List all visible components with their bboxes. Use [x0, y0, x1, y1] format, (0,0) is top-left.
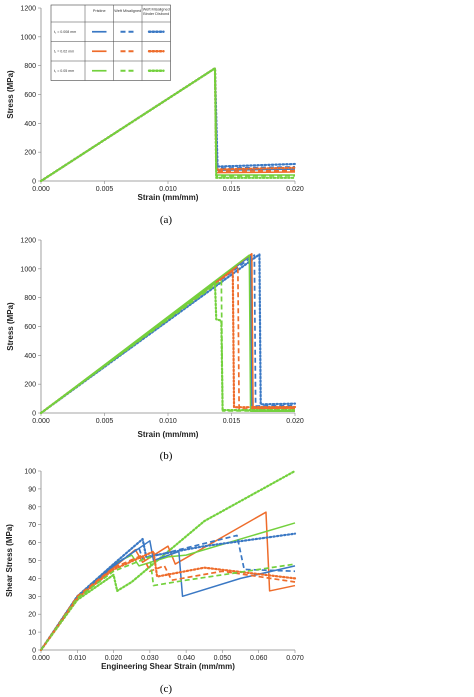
series-line-orange-solid — [40, 67, 296, 182]
legend-column-header: Weft Misaligned — [114, 9, 141, 13]
series-line-green-dashed — [40, 67, 296, 182]
x-tick-label: 0.020 — [286, 186, 304, 193]
x-tick-label: 0.010 — [159, 186, 177, 193]
y-tick-label: 30 — [28, 594, 36, 601]
series-line-green-dotted — [39, 282, 297, 415]
x-tick-label: 0.060 — [250, 655, 268, 662]
x-tick-label: 0.000 — [32, 418, 50, 425]
x-tick-label: 0.020 — [286, 418, 304, 425]
x-axis-title: Engineering Shear Strain (mm/mm) — [101, 662, 235, 671]
legend-column-header: Pristine — [93, 9, 106, 13]
series-line-blue-solid — [40, 67, 296, 182]
y-tick-label: 200 — [24, 382, 36, 389]
y-tick-label: 1000 — [20, 266, 36, 273]
y-tick-label: 600 — [24, 324, 36, 331]
y-tick-label: 90 — [28, 486, 36, 493]
x-tick-label: 0.020 — [105, 655, 123, 662]
y-axis-title: Stress (MPa) — [6, 302, 15, 351]
y-tick-label: 0 — [32, 411, 36, 418]
y-tick-label: 80 — [28, 504, 36, 511]
x-tick-label: 0.015 — [223, 418, 241, 425]
series-line-green-solid — [40, 67, 295, 182]
chart-panel-0: 0.000 0.005 0.010 0.015 0.020 0 200 400 600 800 10… — [6, 4, 304, 226]
x-tick-label: 0.040 — [177, 655, 195, 662]
series-line-orange-dotted — [39, 550, 297, 652]
series-line-green-solid — [40, 254, 295, 414]
y-axis-title: Stress (MPa) — [6, 70, 15, 119]
y-tick-label: 40 — [28, 576, 36, 583]
series-line-orange-solid — [40, 511, 296, 651]
y-tick-label: 20 — [28, 612, 36, 619]
x-tick-label: 0.010 — [69, 655, 87, 662]
y-tick-label: 1000 — [20, 34, 36, 41]
series-line-blue-solid — [40, 255, 296, 414]
series-line-blue-dotted — [39, 67, 297, 183]
y-tick-label: 60 — [28, 540, 36, 547]
y-tick-label: 800 — [24, 295, 36, 302]
series-line-orange-dotted — [39, 269, 297, 415]
chart-panel-2: 0.000 0.010 0.020 0.030 0.040 0.050 0.060 0.070… — [5, 469, 304, 696]
series-line-orange-solid — [40, 252, 296, 414]
series-line-orange-dotted — [39, 67, 297, 183]
y-tick-label: 600 — [24, 92, 36, 99]
x-tick-label: 0.005 — [96, 418, 114, 425]
y-tick-label: 100 — [24, 469, 36, 476]
y-tick-label: 0 — [32, 648, 36, 655]
series-line-green-dotted — [39, 469, 297, 652]
series-line-green-dashed — [40, 279, 295, 414]
x-tick-label: 0.015 — [223, 186, 241, 193]
y-tick-label: 10 — [28, 630, 36, 637]
y-tick-label: 70 — [28, 522, 36, 529]
x-tick-label: 0.005 — [96, 186, 114, 193]
y-tick-label: 200 — [24, 150, 36, 157]
series-line-green-solid — [40, 522, 296, 651]
legend-column-header: Binder Disbond — [143, 12, 169, 16]
x-tick-label: 0.010 — [159, 418, 177, 425]
y-tick-label: 400 — [24, 121, 36, 128]
series-line-blue-dashed — [40, 534, 296, 651]
legend-row-label: t₁ = 0.05 mm — [54, 69, 74, 73]
legend-box — [50, 4, 171, 81]
series-line-green-dotted — [39, 67, 297, 183]
x-tick-label: 0.070 — [286, 655, 304, 662]
legend: Pristine Weft Misaligned Weft MisalignedBi… — [50, 4, 171, 81]
x-tick-label: 0.050 — [214, 655, 232, 662]
legend-column-header: Weft Misaligned — [143, 8, 170, 12]
x-tick-label: 0.000 — [32, 186, 50, 193]
chart-panel-1: 0.000 0.005 0.010 0.015 0.020 0 200 400 600 800 10… — [6, 238, 304, 463]
panel-label: (a) — [160, 214, 173, 226]
series-line-orange-dashed — [40, 265, 296, 414]
series-line-blue-dashed — [40, 254, 296, 414]
y-tick-label: 800 — [24, 63, 36, 70]
x-tick-label: 0.000 — [32, 655, 50, 662]
y-tick-label: 1200 — [20, 6, 36, 13]
legend-row-label: t₁ = 0.02 mm — [54, 50, 74, 54]
y-axis-title: Shear Stress (MPa) — [5, 524, 14, 597]
y-tick-label: 400 — [24, 353, 36, 360]
panel-label: (c) — [160, 683, 173, 695]
x-tick-label: 0.030 — [141, 655, 159, 662]
series-line-green-dashed — [40, 556, 296, 651]
x-axis-title: Strain (mm/mm) — [138, 193, 199, 202]
series-line-orange-dashed — [40, 554, 296, 651]
legend-row-label: t₁ = 0.008 mm — [54, 30, 76, 34]
series-line-blue-dashed — [40, 67, 296, 182]
panel-label: (b) — [160, 450, 173, 462]
series-line-orange-dashed — [40, 67, 296, 182]
series-line-blue-dotted — [39, 253, 297, 415]
x-axis-title: Strain (mm/mm) — [138, 430, 199, 439]
y-tick-label: 0 — [32, 179, 36, 186]
y-tick-label: 1200 — [20, 238, 36, 245]
y-tick-label: 50 — [28, 558, 36, 565]
